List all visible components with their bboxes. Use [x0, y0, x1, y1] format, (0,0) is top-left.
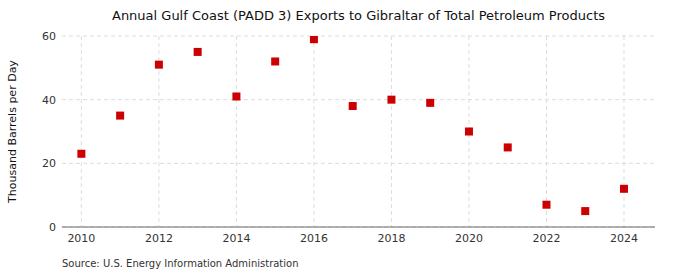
x-tick-label: 2024	[610, 232, 638, 245]
y-grid-line	[62, 163, 655, 164]
x-grid-line	[236, 36, 237, 227]
x-tick-label: 2018	[377, 232, 405, 245]
points	[77, 36, 628, 215]
x-tick-label: 2022	[532, 232, 560, 245]
y-tick-label: 60	[42, 30, 56, 43]
x-grid-line	[391, 36, 392, 227]
chart: 0 20 40 60 2010 2012 2014 2016 2018 2020 2022 2024 A…	[0, 0, 675, 275]
background	[0, 0, 675, 275]
point	[349, 102, 357, 110]
grid	[62, 36, 655, 227]
point	[620, 185, 628, 193]
y-grid-line	[62, 227, 655, 228]
y-tick-label: 40	[42, 94, 56, 107]
source-note: Source: U.S. Energy Information Administ…	[62, 258, 299, 269]
point	[194, 48, 202, 56]
point	[116, 112, 124, 120]
x-tick-label: 2010	[67, 232, 95, 245]
point	[77, 150, 85, 158]
point	[232, 92, 240, 100]
point	[155, 61, 163, 69]
point	[387, 96, 395, 104]
x-axis-line	[62, 227, 655, 228]
y-grid-line	[62, 36, 655, 37]
x-tick-label: 2016	[300, 232, 328, 245]
point	[581, 207, 589, 215]
y-tick-label: 20	[42, 157, 56, 170]
x-grid-line	[623, 36, 624, 227]
title: Annual Gulf Coast (PADD 3) Exports to Gi…	[112, 8, 605, 23]
x-grid-line	[546, 36, 547, 227]
y-axis-label: Thousand Barrels per Day	[6, 60, 19, 204]
x-grid-line	[313, 36, 314, 227]
point	[542, 201, 550, 209]
x-tick-label: 2020	[455, 232, 483, 245]
point	[271, 57, 279, 65]
y-grid-line	[62, 99, 655, 100]
x-grid-line	[81, 36, 82, 227]
point	[465, 128, 473, 136]
tick-labels: 0 20 40 60 2010 2012 2014 2016 2018 2020 2022 2024	[42, 30, 638, 245]
y-tick-label: 0	[49, 221, 56, 234]
x-tick-label: 2012	[145, 232, 173, 245]
x-tick-label: 2014	[222, 232, 250, 245]
point	[504, 143, 512, 151]
point	[426, 99, 434, 107]
point	[310, 36, 318, 43]
